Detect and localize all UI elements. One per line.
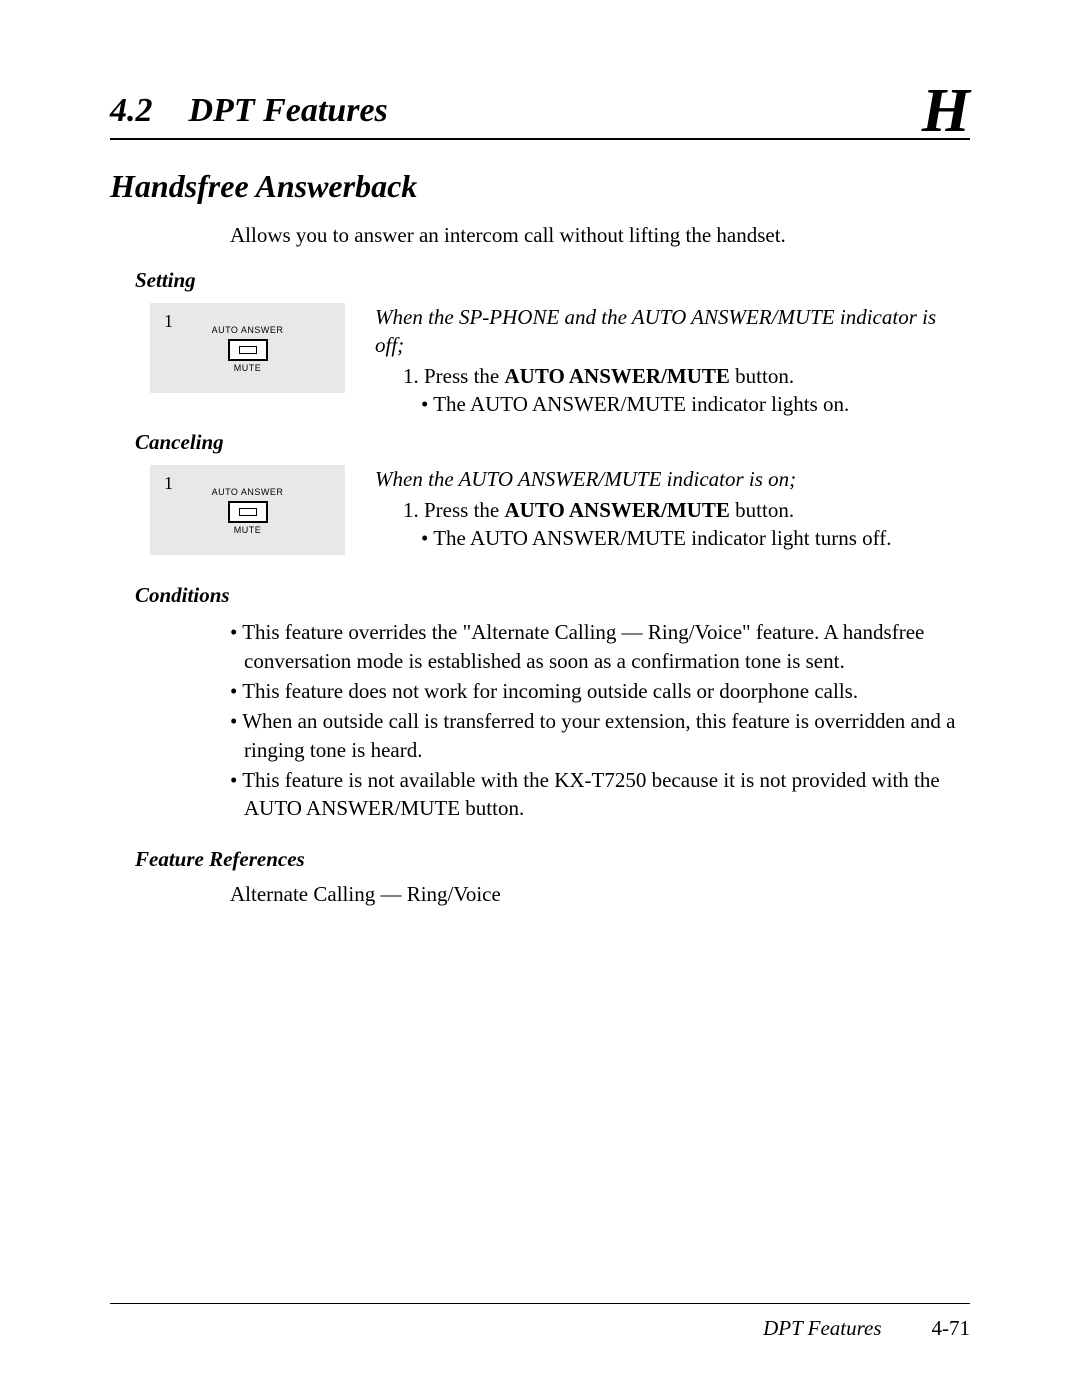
button-label-bottom: MUTE bbox=[150, 363, 345, 373]
step-number: 1. bbox=[403, 498, 419, 522]
canceling-step: 1. Press the AUTO ANSWER/MUTE button. bbox=[375, 496, 892, 524]
canceling-button-panel: 1 AUTO ANSWER MUTE bbox=[150, 465, 345, 555]
canceling-heading: Canceling bbox=[135, 430, 970, 455]
footer-title: DPT Features bbox=[763, 1316, 881, 1341]
feature-intro: Allows you to answer an intercom call wi… bbox=[230, 223, 970, 248]
footer-row: DPT Features 4-71 bbox=[110, 1316, 970, 1341]
button-indicator-icon bbox=[239, 346, 257, 354]
setting-block: 1 AUTO ANSWER MUTE When the SP-PHONE and… bbox=[110, 303, 970, 418]
page-number: 4-71 bbox=[932, 1316, 971, 1341]
step-text-post: button. bbox=[730, 498, 794, 522]
canceling-instructions: When the AUTO ANSWER/MUTE indicator is o… bbox=[375, 465, 892, 552]
step-text-bold: AUTO ANSWER/MUTE bbox=[505, 498, 730, 522]
setting-instructions: When the SP-PHONE and the AUTO ANSWER/MU… bbox=[375, 303, 955, 418]
button-label-bottom: MUTE bbox=[150, 525, 345, 535]
page-footer: DPT Features 4-71 bbox=[110, 1303, 970, 1341]
condition-item: • When an outside call is transferred to… bbox=[230, 707, 970, 764]
condition-item: • This feature overrides the "Alternate … bbox=[230, 618, 970, 675]
condition-item: • This feature does not work for incomin… bbox=[230, 677, 970, 705]
button-indicator-icon bbox=[239, 508, 257, 516]
button-label-top: AUTO ANSWER bbox=[150, 487, 345, 497]
step-text-pre: Press the bbox=[424, 364, 505, 388]
setting-button-panel: 1 AUTO ANSWER MUTE bbox=[150, 303, 345, 393]
step-text-bold: AUTO ANSWER/MUTE bbox=[505, 364, 730, 388]
document-page: 4.2 DPT Features H Handsfree Answerback … bbox=[0, 0, 1080, 1397]
header-left: 4.2 DPT Features bbox=[110, 92, 388, 130]
button-label-top: AUTO ANSWER bbox=[150, 325, 345, 335]
canceling-block: 1 AUTO ANSWER MUTE When the AUTO ANSWER/… bbox=[110, 465, 970, 555]
condition-item: • This feature is not available with the… bbox=[230, 766, 970, 823]
setting-step: 1. Press the AUTO ANSWER/MUTE button. bbox=[375, 362, 955, 390]
page-header: 4.2 DPT Features H bbox=[110, 70, 970, 140]
canceling-precondition: When the AUTO ANSWER/MUTE indicator is o… bbox=[375, 465, 892, 493]
setting-heading: Setting bbox=[135, 268, 970, 293]
canceling-sub-bullet: • The AUTO ANSWER/MUTE indicator light t… bbox=[435, 524, 892, 552]
footer-divider bbox=[110, 1303, 970, 1304]
feature-references-heading: Feature References bbox=[135, 847, 970, 872]
step-number: 1. bbox=[403, 364, 419, 388]
step-text-pre: Press the bbox=[424, 498, 505, 522]
auto-answer-mute-button-icon bbox=[228, 501, 268, 523]
conditions-list: • This feature overrides the "Alternate … bbox=[230, 618, 970, 822]
step-text-post: button. bbox=[730, 364, 794, 388]
conditions-heading: Conditions bbox=[135, 583, 970, 608]
feature-title: Handsfree Answerback bbox=[110, 168, 970, 205]
section-letter: H bbox=[922, 80, 970, 142]
feature-reference-text: Alternate Calling — Ring/Voice bbox=[230, 882, 970, 907]
section-title: DPT Features bbox=[189, 92, 388, 130]
setting-sub-bullet: • The AUTO ANSWER/MUTE indicator lights … bbox=[435, 390, 955, 418]
setting-precondition: When the SP-PHONE and the AUTO ANSWER/MU… bbox=[375, 303, 955, 360]
auto-answer-mute-button-icon bbox=[228, 339, 268, 361]
section-number: 4.2 bbox=[110, 92, 153, 130]
